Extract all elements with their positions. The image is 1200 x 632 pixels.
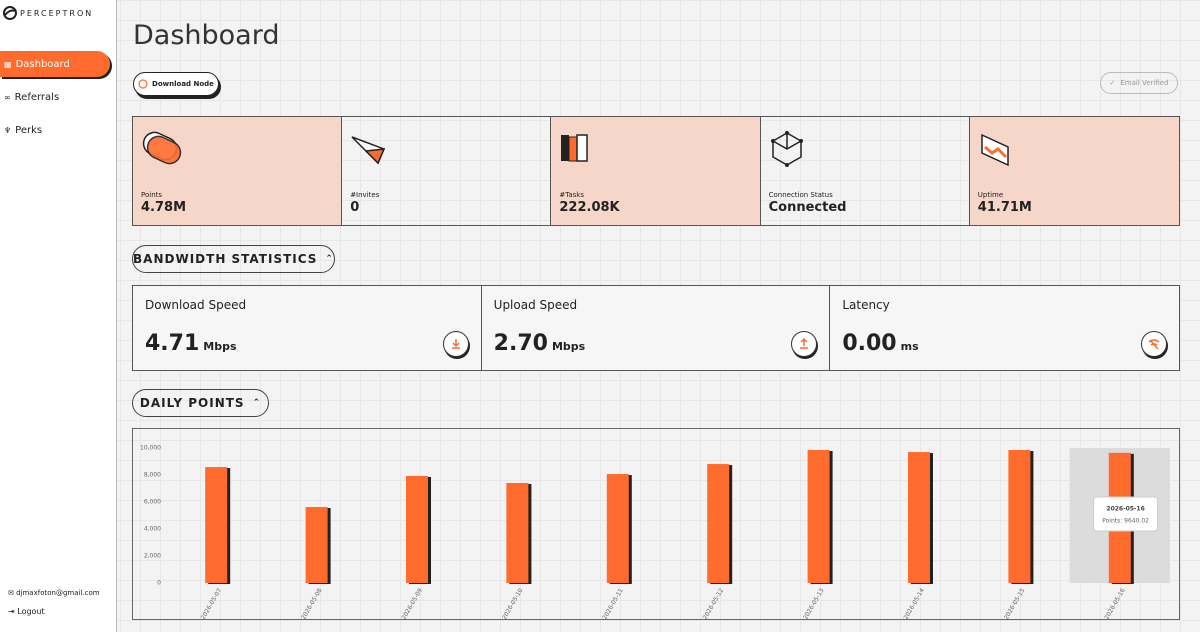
stat-value: 4.78M	[141, 200, 187, 215]
logout-label: Logout	[17, 607, 45, 616]
speed-card: Download Speed 4.71 Mbps	[133, 286, 482, 370]
y-tick-label: 8,000	[144, 472, 161, 479]
x-tick-label: 2026-05-16	[1103, 587, 1127, 619]
bar	[205, 467, 228, 583]
chart-container: 0 2,000 4,000 6,000 8,000 10,000 2026-05-07 202…	[132, 428, 1180, 621]
latency-card: Latency 0.00 ms	[830, 286, 1179, 370]
tooltip-title: 2026-05-16	[1106, 506, 1144, 513]
stats: Points 4.78M #Invites 0 #Tasks 222.08K Conn…	[132, 116, 1180, 226]
section-title: DAILY POINTS	[139, 396, 245, 410]
bar	[506, 482, 529, 583]
stat-card: Points 4.78M	[133, 117, 343, 225]
card-value: 2.70 Mbps	[494, 331, 586, 356]
logo	[3, 6, 17, 20]
page-title: Dashboard	[133, 20, 280, 51]
stat-card: #Invites 0	[342, 117, 552, 225]
nav-item[interactable]: ∞ Referrals	[4, 91, 60, 103]
nav-label: Dashboard	[15, 58, 70, 70]
card-value: 0.00 ms	[842, 331, 918, 356]
x-tick-label: 2026-05-11	[601, 587, 625, 619]
stat-card: Connection Status Connected	[761, 117, 970, 225]
bar	[707, 464, 730, 583]
icon-button[interactable]	[1140, 331, 1167, 357]
stat-label: Points	[141, 191, 163, 199]
x-tick-label: 2026-05-08	[300, 587, 324, 619]
email-status: ✓ Email Verified	[1100, 72, 1178, 94]
bandwidth-toggle[interactable]: BANDWIDTH STATISTICS ⌃	[132, 245, 335, 273]
stat-label: #Invites	[350, 191, 380, 199]
tooltip	[1093, 496, 1159, 532]
icon	[770, 131, 803, 167]
x-tick-label: 2026-05-15	[1003, 587, 1027, 619]
icon-button[interactable]	[791, 331, 818, 357]
bandwidth-cards: Download Speed 4.71 Mbps Upload Speed 2.70 M…	[132, 285, 1180, 371]
y-tick-label: 0	[157, 580, 161, 587]
stat-value: 0	[350, 200, 360, 215]
card-value: 4.71 Mbps	[145, 331, 237, 356]
brand: PERCEPTRON	[20, 9, 94, 18]
x-tick-label: 2026-05-07	[200, 587, 224, 619]
nav-label: Perks	[15, 124, 43, 136]
bar	[305, 506, 328, 583]
icon	[138, 79, 148, 89]
sidebar: PERCEPTRON ▦ Dashboard ∞ Referrals ♆ Perks …	[0, 0, 117, 632]
download-button[interactable]: Download Node	[133, 72, 219, 96]
card-label: Latency	[842, 298, 890, 312]
icon	[142, 131, 182, 165]
unit: ms	[900, 340, 919, 353]
stat-label: #Tasks	[559, 191, 585, 199]
value: 2.70	[493, 331, 548, 356]
logout[interactable]: ⇥ Logout	[8, 607, 45, 616]
stat-value: Connected	[768, 200, 847, 215]
icon	[981, 133, 1009, 167]
unit: Mbps	[203, 340, 237, 353]
value: 0.00	[842, 331, 897, 356]
tooltip-text: Points: 9640.02	[1102, 518, 1149, 525]
daily-points-toggle[interactable]: DAILY POINTS ⌃	[132, 389, 269, 417]
email: djmaxfoton@gmail.com	[16, 589, 100, 597]
button-label: Download Node	[152, 80, 214, 88]
nav-item[interactable]: ♆ Perks	[4, 124, 43, 136]
x-tick-label: 2026-05-10	[501, 587, 525, 619]
chart: 0 2,000 4,000 6,000 8,000 10,000 2026-05-07 202…	[140, 445, 1170, 621]
x-tick-label: 2026-05-13	[802, 587, 826, 619]
stat-label: Uptime	[977, 191, 1004, 199]
icon	[351, 136, 386, 165]
user-email: ✉ djmaxfoton@gmail.com	[8, 589, 100, 597]
stat-label: Connection Status	[768, 191, 833, 199]
y-tick-label: 2,000	[144, 553, 161, 560]
nav-item[interactable]: ▦ Dashboard	[0, 51, 110, 77]
icon-button[interactable]	[442, 331, 469, 357]
bar	[807, 450, 830, 583]
y-tick-label: 6,000	[144, 499, 161, 506]
unit: Mbps	[551, 340, 586, 353]
card-label: Download Speed	[145, 298, 247, 312]
stat-card: #Tasks 222.08K	[551, 117, 761, 225]
x-tick-label: 2026-05-12	[702, 587, 726, 619]
nav-label: Referrals	[14, 91, 60, 103]
y-tick-label: 4,000	[144, 526, 161, 533]
x-tick-label: 2026-05-14	[903, 587, 927, 619]
stat-card: Uptime 41.71M	[969, 117, 1179, 225]
x-tick-label: 2026-05-09	[401, 587, 425, 619]
stat-value: 222.08K	[559, 200, 620, 215]
y-tick-label: 10,000	[140, 445, 161, 452]
stat-value: 41.71M	[977, 200, 1032, 215]
card-label: Upload Speed	[493, 298, 578, 312]
section-title: BANDWIDTH STATISTICS	[133, 252, 318, 266]
bar	[406, 475, 428, 583]
bar	[1008, 450, 1031, 583]
icon	[561, 134, 589, 162]
value: 4.71	[145, 331, 200, 356]
status-label: Email Verified	[1120, 79, 1169, 87]
speed-card: Upload Speed 2.70 Mbps	[482, 286, 831, 370]
bar	[908, 452, 930, 583]
bar	[606, 474, 629, 583]
